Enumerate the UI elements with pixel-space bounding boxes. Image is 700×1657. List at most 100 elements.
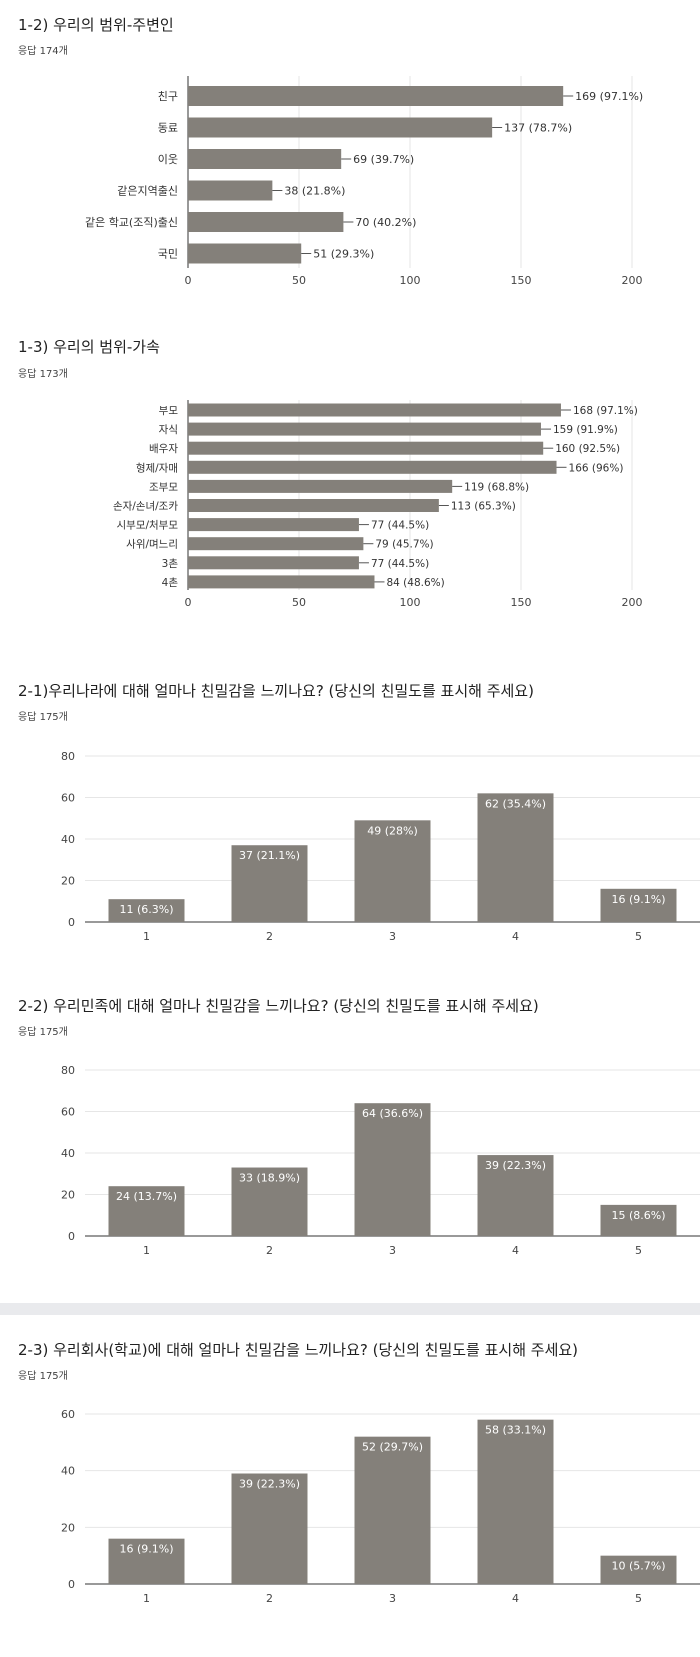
bar <box>188 212 344 232</box>
data-label: 39 (22.3%) <box>485 1159 546 1172</box>
data-label: 79 (45.7%) <box>375 539 433 551</box>
data-label: 84 (48.6%) <box>386 577 444 589</box>
category-label: 국민 <box>158 248 178 261</box>
response-count: 응답 175개 <box>18 1027 68 1038</box>
chart-title: 1-3) 우리의 범위-가속 <box>18 338 160 356</box>
bar <box>600 1204 677 1236</box>
data-label: 49 (28%) <box>367 824 418 837</box>
y-tick-label: 80 <box>61 750 75 763</box>
y-tick-label: 20 <box>61 1521 75 1534</box>
x-tick-label: 4 <box>512 930 519 943</box>
bar <box>188 117 493 138</box>
data-label: 64 (36.6%) <box>362 1107 423 1120</box>
y-tick-label: 60 <box>61 1408 75 1421</box>
bar <box>108 1186 185 1236</box>
bar <box>188 149 342 169</box>
bar <box>477 1419 554 1584</box>
bar <box>231 1167 308 1236</box>
y-tick-label: 40 <box>61 1465 75 1478</box>
data-label: 37 (21.1%) <box>239 849 300 862</box>
bar-chart: 0 50 100 150 200 친구 169 (97.1%) 동료 137 (78.7%) 이웃… <box>85 76 643 287</box>
category-label: 같은지역출신 <box>117 185 178 198</box>
data-label: 16 (9.1%) <box>611 893 665 906</box>
bar <box>188 556 359 570</box>
data-label: 77 (44.5%) <box>371 558 429 570</box>
x-tick-label: 150 <box>511 274 532 287</box>
data-label: 169 (97.1%) <box>575 90 643 103</box>
bar <box>231 845 308 922</box>
x-tick-label: 2 <box>266 930 273 943</box>
bar <box>477 793 554 922</box>
y-tick-label: 40 <box>61 1147 75 1160</box>
data-label: 33 (18.9%) <box>239 1172 300 1185</box>
x-tick-label: 200 <box>622 596 643 609</box>
x-tick-label: 1 <box>143 1592 150 1605</box>
response-count: 응답 175개 <box>18 1371 68 1382</box>
chart-title: 2-1)우리나라에 대해 얼마나 친밀감을 느끼나요? (당신의 친밀도를 표시… <box>18 682 534 700</box>
y-tick-label: 0 <box>68 1578 75 1591</box>
bar <box>108 899 185 922</box>
x-tick-label: 5 <box>635 1592 642 1605</box>
data-label: 77 (44.5%) <box>371 520 429 532</box>
bar <box>354 820 431 922</box>
category-label: 3촌 <box>162 558 179 570</box>
x-tick-label: 1 <box>143 1244 150 1257</box>
data-label: 39 (22.3%) <box>239 1478 300 1491</box>
data-label: 51 (29.3%) <box>313 248 374 261</box>
bar <box>188 243 302 264</box>
chart-section-1: 1-2) 우리의 범위-주변인 응답 174개 0 50 100 150 200 친구 16… <box>0 0 700 300</box>
chart-section-2: 1-3) 우리의 범위-가속 응답 173개 0 50 100 150 200 부모 168… <box>0 0 700 630</box>
data-label: 70 (40.2%) <box>355 216 416 229</box>
data-label: 58 (33.1%) <box>485 1424 546 1437</box>
data-label: 11 (6.3%) <box>119 903 173 916</box>
data-label: 69 (39.7%) <box>353 153 414 166</box>
category-label: 배우자 <box>149 443 178 455</box>
data-label: 160 (92.5%) <box>555 443 620 455</box>
y-tick-label: 80 <box>61 1064 75 1077</box>
y-tick-label: 0 <box>68 916 75 929</box>
category-label: 부모 <box>159 405 179 417</box>
bar-chart: 0 50 100 150 200 부모 168 (97.1%) 자식 159 (91.9%) 배우… <box>113 400 643 609</box>
data-label: 52 (29.7%) <box>362 1441 423 1454</box>
bar <box>188 479 453 493</box>
x-tick-label: 5 <box>635 1244 642 1257</box>
x-tick-label: 0 <box>185 596 192 609</box>
bar <box>354 1436 431 1584</box>
data-label: 113 (65.3%) <box>451 501 516 513</box>
data-label: 38 (21.8%) <box>284 185 345 198</box>
category-label: 4촌 <box>162 577 179 589</box>
y-tick-label: 20 <box>61 1189 75 1202</box>
x-tick-label: 50 <box>292 274 306 287</box>
bar <box>108 1538 185 1584</box>
category-label: 이웃 <box>158 153 178 166</box>
bar <box>600 888 677 922</box>
data-label: 24 (13.7%) <box>116 1190 177 1203</box>
chart-title: 2-2) 우리민족에 대해 얼마나 친밀감을 느끼나요? (당신의 친밀도를 표… <box>18 997 539 1015</box>
x-tick-label: 50 <box>292 596 306 609</box>
bar <box>188 537 364 551</box>
x-tick-label: 150 <box>511 596 532 609</box>
bar <box>231 1473 308 1584</box>
column-chart: 0 20 40 60 80 24 (13.7%) 1 33 (18.9%) 2 64 (36.6%… <box>61 1064 700 1257</box>
column-chart: 0 20 40 60 80 11 (6.3%) 1 37 (21.1%) 2 49 (28%) 3 6… <box>61 750 700 943</box>
category-label: 자식 <box>159 424 178 436</box>
x-tick-label: 5 <box>635 930 642 943</box>
y-tick-label: 40 <box>61 833 75 846</box>
chart-section-4: 2-2) 우리민족에 대해 얼마나 친밀감을 느끼나요? (당신의 친밀도를 표… <box>18 997 700 1257</box>
x-tick-label: 2 <box>266 1592 273 1605</box>
category-label: 같은 학교(조직)출신 <box>85 216 178 229</box>
y-tick-label: 20 <box>61 875 75 888</box>
x-tick-label: 2 <box>266 1244 273 1257</box>
category-label: 동료 <box>158 122 178 135</box>
chart-section-3: 2-1)우리나라에 대해 얼마나 친밀감을 느끼나요? (당신의 친밀도를 표시… <box>18 682 700 943</box>
bar <box>188 441 544 455</box>
category-label: 형제/자매 <box>136 462 178 474</box>
x-tick-label: 4 <box>512 1592 519 1605</box>
data-label: 137 (78.7%) <box>504 122 572 135</box>
bar <box>188 518 359 532</box>
bar <box>188 422 541 436</box>
bar <box>188 180 273 201</box>
data-label: 62 (35.4%) <box>485 797 546 810</box>
